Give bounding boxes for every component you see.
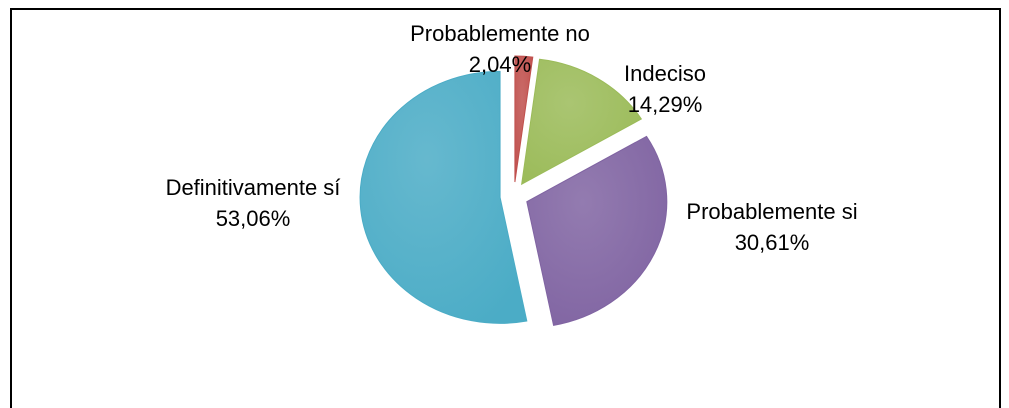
slice-label: Definitivamente sí 53,06% <box>160 172 346 234</box>
pie-slice <box>521 58 643 186</box>
pie-slice <box>526 135 668 326</box>
slice-label: Probablemente no 2,04% <box>405 18 595 80</box>
category-label: Definitivamente sí <box>165 175 341 200</box>
slice-label: Probablemente si 30,61% <box>677 196 867 258</box>
category-label: Indeciso <box>624 61 706 86</box>
slice-label: Indeciso 14,29% <box>570 58 760 120</box>
category-label: Probablemente si <box>686 199 858 224</box>
value-label: 14,29% <box>627 92 703 117</box>
pie-slice <box>359 70 528 324</box>
value-label: 30,61% <box>734 230 810 255</box>
value-label: 2,04% <box>468 52 532 77</box>
value-label: 53,06% <box>215 206 291 231</box>
category-label: Probablemente no <box>410 21 590 46</box>
pie-slice <box>514 55 534 183</box>
chart-frame <box>10 8 1001 408</box>
